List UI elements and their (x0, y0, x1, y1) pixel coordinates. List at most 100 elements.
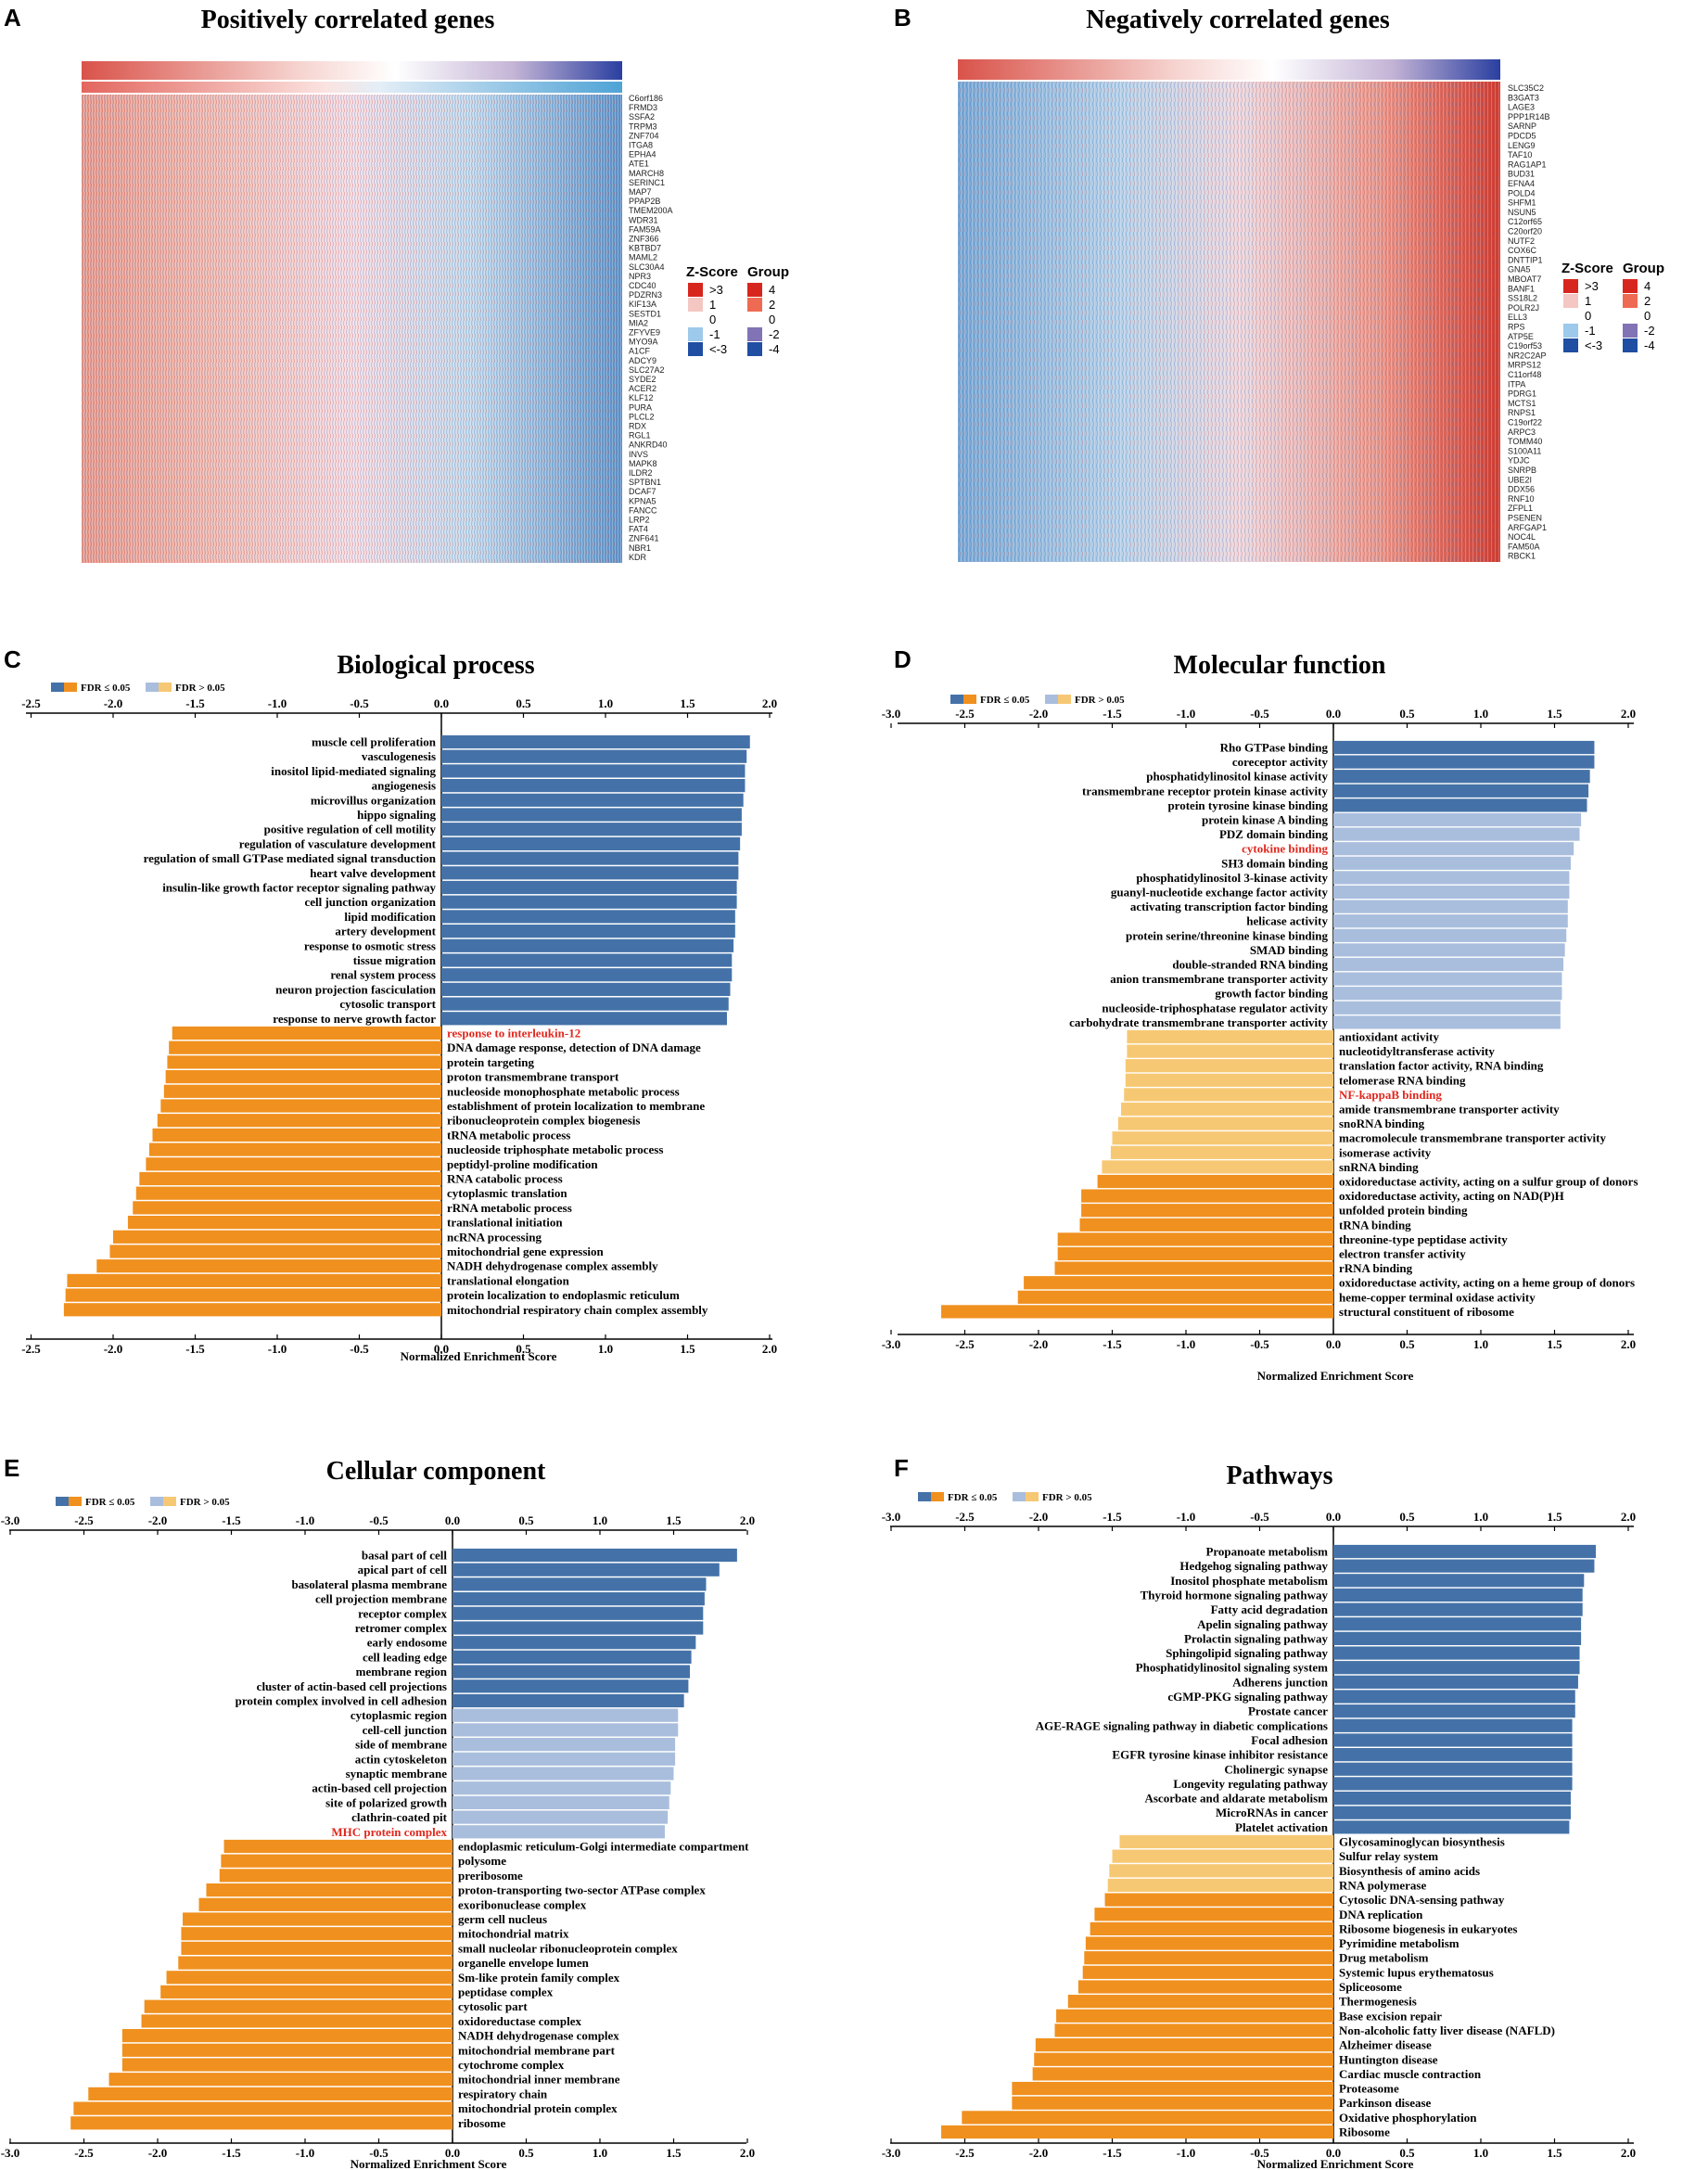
category-label: ribosome (458, 2116, 506, 2130)
gene-label: SYDE2 (629, 375, 656, 384)
bar (452, 1825, 665, 1839)
legend-swatch (747, 313, 762, 326)
bar (452, 1767, 674, 1781)
category-label: translational initiation (447, 1216, 563, 1230)
bar (172, 1026, 441, 1040)
category-label: activating transcription factor binding (1130, 900, 1329, 913)
panel-letter-e: E (4, 1454, 19, 1482)
bar (1333, 740, 1595, 755)
bar (96, 1259, 442, 1273)
category-label: membrane region (356, 1665, 448, 1679)
bar (1079, 1218, 1333, 1232)
category-label: neuron projection fasciculation (275, 982, 437, 996)
x-axis-label: Normalized Enrichment Score (401, 1349, 557, 1363)
legend-label: FDR ≤ 0.05 (85, 1497, 135, 1508)
category-label: RNA polymerase (1339, 1878, 1426, 1892)
heatmap-title: Negatively correlated genes (1086, 6, 1390, 34)
bar (198, 1897, 452, 1911)
legend-label: FDR ≤ 0.05 (948, 1492, 998, 1503)
bottom-tick-label: 0.5 (1399, 1337, 1415, 1351)
top-tick-label: -2.5 (955, 1510, 975, 1524)
bottom-tick-label: 1.0 (1473, 2146, 1488, 2160)
bar (452, 1577, 707, 1591)
bar (160, 1985, 452, 1999)
category-label: regulation of small GTPase mediated sign… (144, 851, 437, 865)
bar (441, 836, 741, 850)
gene-label: RNF10 (1508, 494, 1535, 504)
bar (108, 2073, 452, 2087)
gene-label: KPNA5 (629, 496, 656, 505)
category-label: renal system process (330, 968, 436, 982)
gene-label: YDJC (1508, 456, 1530, 466)
category-label: exoribonuclease complex (458, 1897, 587, 1911)
legend-swatch-sig-blue (918, 1492, 931, 1501)
top-tick-label: -3.0 (882, 1510, 901, 1524)
category-label: Oxidative phosphorylation (1339, 2111, 1477, 2125)
group-annotation-bar (958, 59, 1500, 80)
category-label: Base excision repair (1339, 2009, 1442, 2023)
category-label: microvillus organization (311, 793, 437, 807)
gene-label: ACER2 (629, 384, 656, 393)
legend-swatch (688, 313, 703, 326)
gene-label: ZFPL1 (1508, 504, 1533, 513)
gene-label: SESTD1 (629, 309, 661, 318)
legend-swatch-nonsig-blue (1045, 695, 1058, 704)
bottom-tick-label: 2.0 (740, 2146, 755, 2160)
bar (452, 1723, 679, 1737)
category-label: ribonucleoprotein complex biogenesis (447, 1114, 640, 1128)
gene-label: EFNA4 (1508, 179, 1535, 188)
gene-label: MCTS1 (1508, 399, 1536, 408)
category-label: Proteasome (1339, 2082, 1399, 2096)
legend-swatch (747, 283, 762, 297)
top-tick-label: -2.0 (1029, 707, 1049, 721)
gene-label: ITPA (1508, 379, 1525, 389)
bar (1054, 2023, 1333, 2037)
gene-label: KLF12 (629, 393, 654, 402)
gene-label: NUTF2 (1508, 236, 1535, 246)
gene-label: S100A11 (1508, 446, 1541, 455)
bar (1333, 1559, 1595, 1573)
category-label: Pyrimidine metabolism (1339, 1936, 1459, 1950)
gene-label: ILDR2 (629, 468, 653, 478)
legend-swatch (747, 342, 762, 356)
legend-swatch-sig-blue (950, 695, 963, 704)
legend-swatch-sig-blue (51, 683, 64, 692)
bottom-tick-label: 1.5 (666, 2146, 682, 2160)
bar (148, 1142, 441, 1156)
legend-swatch (688, 342, 703, 356)
bottom-tick-label: -2.0 (104, 1342, 123, 1356)
category-label: preribosome (458, 1869, 523, 1883)
bar (1333, 1661, 1580, 1675)
gene-label: A1CF (629, 347, 651, 356)
category-label: tissue migration (353, 953, 437, 967)
category-label: nucleoside triphosphate metabolic proces… (447, 1142, 663, 1156)
bar (1112, 1849, 1333, 1863)
bottom-tick-label: -1.5 (222, 2146, 241, 2160)
category-label: peptidyl-proline modification (447, 1157, 598, 1171)
gene-label: SPTBN1 (629, 478, 661, 487)
bar (1090, 1921, 1333, 1935)
bar (1333, 1806, 1571, 1819)
top-tick-label: -0.5 (1250, 707, 1269, 721)
top-tick-label: 0.5 (1399, 1510, 1415, 1524)
bar (1333, 1617, 1582, 1631)
category-label: Cholinergic synapse (1224, 1762, 1328, 1776)
bar (1333, 1704, 1575, 1718)
gene-label: MAP7 (629, 187, 652, 197)
bar (1333, 1646, 1580, 1660)
bar (163, 1084, 441, 1098)
gene-label: TAF10 (1508, 150, 1532, 160)
category-label: response to interleukin-12 (447, 1027, 580, 1040)
bottom-tick-label: -2.5 (955, 2146, 975, 2160)
category-label: Biosynthesis of amino acids (1339, 1864, 1480, 1878)
category-label: translational elongation (447, 1273, 570, 1287)
category-label: rRNA binding (1339, 1261, 1413, 1275)
category-label: cytosolic part (458, 1999, 528, 2013)
category-label: cluster of actin-based cell projections (257, 1679, 447, 1693)
bar (152, 1128, 442, 1142)
bottom-tick-label: -2.0 (1029, 2146, 1049, 2160)
bottom-tick-label: -3.0 (1, 2146, 20, 2160)
bar (1124, 1088, 1333, 1102)
category-label: Ribosome biogenesis in eukaryotes (1339, 1921, 1517, 1935)
bar (1333, 1574, 1585, 1588)
